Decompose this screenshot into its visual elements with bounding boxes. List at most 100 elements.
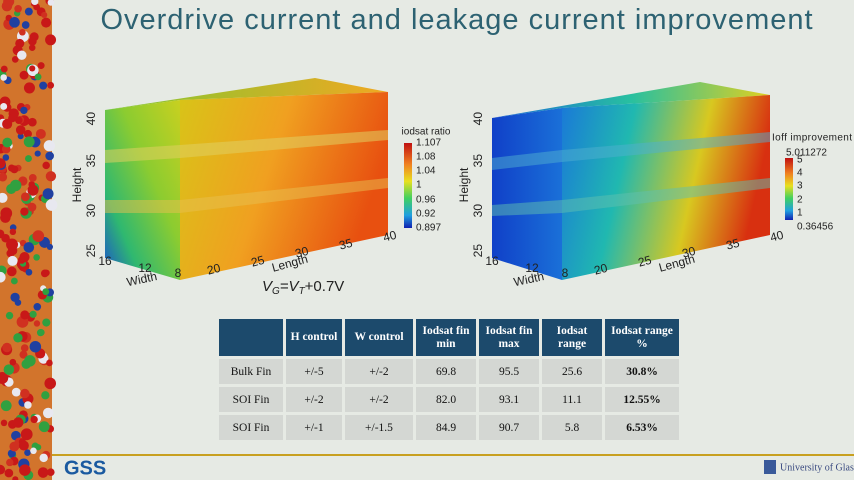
ball bbox=[33, 320, 41, 327]
length-tick: 20 bbox=[206, 261, 223, 278]
table-cell bbox=[219, 319, 283, 356]
ball bbox=[21, 21, 30, 29]
ball bbox=[37, 62, 45, 70]
ball bbox=[18, 440, 29, 451]
table-cell: Iodsat fin max bbox=[479, 319, 539, 356]
table-cell: W control bbox=[345, 319, 413, 356]
crest bbox=[764, 460, 776, 474]
ball bbox=[38, 421, 50, 433]
ball bbox=[20, 310, 30, 320]
ball bbox=[21, 192, 30, 202]
table-cell: +/-2 bbox=[286, 387, 342, 412]
table-cell: 90.7 bbox=[479, 415, 539, 440]
ball bbox=[45, 171, 57, 182]
ball bbox=[7, 255, 18, 266]
ball bbox=[42, 407, 54, 419]
ball bbox=[42, 161, 50, 170]
ball bbox=[24, 355, 36, 367]
ball bbox=[27, 184, 39, 196]
ball bbox=[33, 303, 42, 311]
height-label: Height bbox=[457, 167, 471, 202]
ball bbox=[47, 0, 55, 6]
box-side bbox=[105, 100, 180, 280]
ball bbox=[23, 82, 35, 94]
length-tick: 30 bbox=[294, 244, 311, 261]
table-cell: SOI Fin bbox=[219, 387, 283, 412]
table-cell: 11.1 bbox=[542, 387, 602, 412]
ball bbox=[25, 268, 33, 276]
ball bbox=[11, 55, 19, 63]
results-table: H control W control Iodsat fin min Iodsat f… bbox=[216, 316, 682, 443]
header-row: H control W control Iodsat fin min Iodsat f… bbox=[219, 319, 679, 356]
width-tick: 12 bbox=[525, 261, 539, 275]
ball bbox=[45, 34, 57, 46]
ball bbox=[5, 311, 14, 320]
colorbar-tick: 4 bbox=[797, 168, 803, 179]
ball bbox=[9, 358, 17, 366]
ball bbox=[0, 74, 7, 81]
ball bbox=[45, 199, 58, 211]
ball bbox=[41, 391, 50, 400]
height-tick: 30 bbox=[84, 204, 98, 218]
decor-balls bbox=[0, 0, 58, 480]
ball bbox=[41, 11, 48, 19]
colorbar-tick: 1.04 bbox=[416, 166, 436, 177]
ball bbox=[23, 129, 32, 138]
box-side bbox=[492, 108, 562, 280]
ball bbox=[17, 50, 27, 60]
height-tick: 35 bbox=[471, 154, 485, 168]
colorbar-tick: 0.897 bbox=[416, 223, 441, 234]
ball bbox=[34, 150, 41, 157]
table-cell: 12.55% bbox=[605, 387, 679, 412]
ball bbox=[43, 140, 56, 152]
table-cell: +/-5 bbox=[286, 359, 342, 384]
ball bbox=[15, 125, 26, 135]
ball bbox=[2, 137, 13, 148]
eq-sub: G bbox=[272, 286, 280, 297]
colorbar-title: Ioff improvement bbox=[772, 133, 852, 144]
ball bbox=[14, 4, 22, 13]
height-tick: 25 bbox=[84, 244, 98, 258]
ball bbox=[17, 256, 26, 264]
ball bbox=[19, 70, 29, 80]
ball bbox=[9, 179, 22, 192]
ball bbox=[32, 230, 45, 243]
ball bbox=[23, 136, 35, 148]
ball bbox=[0, 464, 6, 475]
table-cell: Iodsat range bbox=[542, 319, 602, 356]
colorbar bbox=[404, 143, 412, 228]
ball bbox=[6, 238, 18, 251]
eq-part: +0.7V bbox=[305, 278, 345, 295]
colorbar-tick: 5 bbox=[797, 155, 803, 166]
table-cell: SOI Fin bbox=[219, 415, 283, 440]
ball bbox=[27, 202, 37, 212]
ball bbox=[42, 288, 50, 296]
table-cell: +/-2 bbox=[345, 359, 413, 384]
length-tick: 25 bbox=[637, 253, 654, 270]
width-tick: 8 bbox=[562, 266, 569, 280]
ball bbox=[6, 266, 17, 277]
ball bbox=[0, 172, 8, 182]
ball bbox=[0, 192, 8, 203]
ball bbox=[44, 377, 57, 390]
ball bbox=[42, 188, 54, 200]
ball bbox=[1, 0, 13, 12]
width-label: Width bbox=[125, 269, 158, 289]
height-tick: 40 bbox=[84, 112, 98, 126]
table-cell: 5.8 bbox=[542, 415, 602, 440]
ball bbox=[20, 428, 33, 441]
height-tick: 40 bbox=[471, 112, 485, 126]
ball bbox=[20, 344, 29, 352]
ball bbox=[0, 103, 8, 110]
colorbar-tick: 1.107 bbox=[416, 138, 441, 149]
ball bbox=[23, 242, 35, 253]
ball bbox=[47, 468, 55, 476]
table-cell: Iodsat fin min bbox=[416, 319, 476, 356]
ball bbox=[29, 310, 37, 318]
ball bbox=[0, 65, 8, 73]
height-tick: 35 bbox=[84, 154, 98, 168]
height-label: Height bbox=[70, 167, 84, 202]
ball bbox=[4, 468, 14, 478]
table-row: SOI Fin +/-1 +/-1.5 84.9 90.7 5.8 6.53% bbox=[219, 415, 679, 440]
ball bbox=[10, 277, 18, 285]
